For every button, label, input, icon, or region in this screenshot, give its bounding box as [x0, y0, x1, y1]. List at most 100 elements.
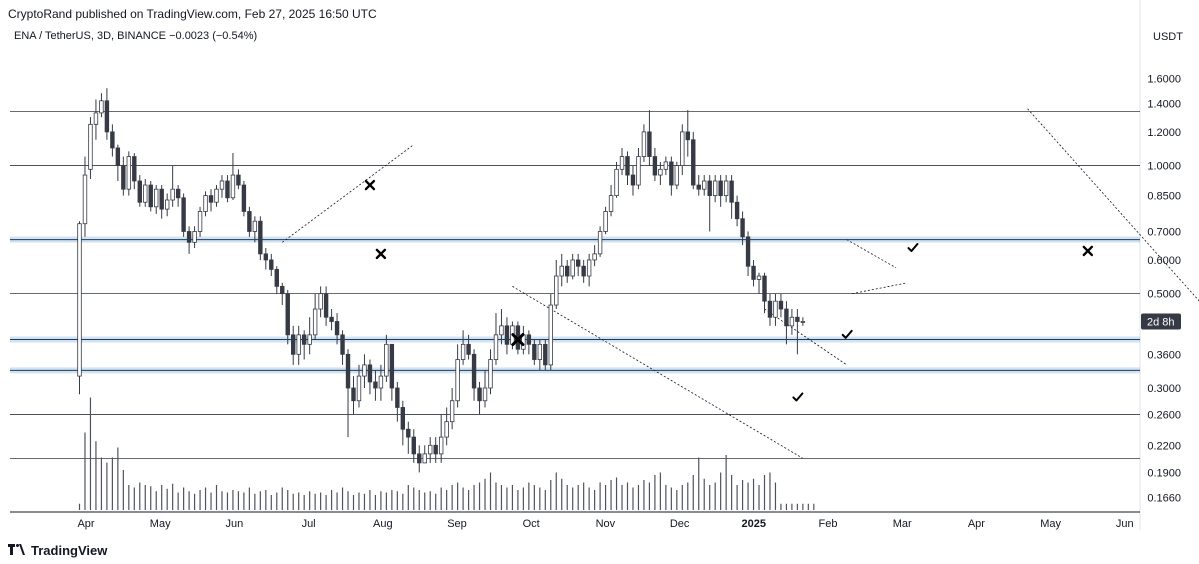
- candle-body: [712, 180, 718, 197]
- candle-body: [132, 156, 137, 182]
- month-tick-label: May: [1040, 518, 1061, 530]
- candle-body: [280, 285, 285, 295]
- candle-body: [734, 201, 740, 220]
- month-tick-label: Jul: [302, 518, 316, 530]
- candle-body: [143, 184, 148, 203]
- candle-body: [702, 180, 707, 190]
- candle-body: [225, 180, 230, 199]
- symbol-name: ENA / TetherUS, 3D, BINANCE: [14, 30, 167, 42]
- candle-body: [417, 453, 422, 464]
- candle-body: [323, 293, 329, 318]
- candle-body: [400, 407, 406, 430]
- candle-body: [181, 197, 186, 232]
- candle-body: [340, 334, 345, 355]
- candle-body: [99, 100, 104, 114]
- candle-body: [269, 259, 274, 270]
- candle-body: [652, 156, 658, 176]
- candle-body: [301, 334, 307, 345]
- check-marker: [907, 243, 919, 253]
- candle-body: [641, 131, 647, 157]
- candle-body: [356, 375, 362, 402]
- candle-body: [526, 334, 532, 345]
- candle-body: [367, 364, 373, 383]
- check-marker: [841, 329, 853, 339]
- candle-body: [663, 161, 669, 170]
- candle-body: [636, 156, 641, 186]
- candle-body: [148, 184, 153, 208]
- candle-body: [789, 316, 795, 327]
- price-badge: [1141, 313, 1181, 330]
- candle-body: [362, 364, 367, 377]
- candle-body: [307, 334, 312, 345]
- candle-body: [137, 180, 142, 203]
- price-tick-label: 1.0000: [1147, 161, 1181, 173]
- candle-body: [619, 156, 625, 170]
- candle-body: [537, 343, 543, 360]
- month-tick-label: Dec: [670, 518, 690, 530]
- candle-body: [214, 188, 219, 203]
- candle-body: [504, 325, 510, 345]
- candle-body: [334, 321, 340, 336]
- candle-body: [208, 195, 214, 203]
- candle-body: [691, 139, 696, 186]
- candle-body: [104, 100, 110, 133]
- trendline-0: [282, 144, 415, 243]
- candle-body: [88, 123, 93, 170]
- candle-body: [581, 265, 586, 277]
- candle-body: [532, 343, 537, 360]
- candle-body: [548, 304, 553, 366]
- candle-body: [466, 343, 471, 355]
- price-tick-label: 0.3600: [1147, 349, 1181, 361]
- candle-body: [756, 275, 762, 280]
- candle-body: [384, 343, 389, 377]
- candle-body: [115, 147, 121, 166]
- candle-body: [345, 353, 351, 389]
- price-tick-label: 1.2000: [1147, 127, 1181, 139]
- candle-body: [471, 353, 477, 389]
- candle-body: [318, 293, 323, 310]
- candle-body: [762, 275, 767, 302]
- candle-body: [543, 343, 548, 366]
- candle-body: [592, 253, 597, 261]
- month-tick-label: Apr: [968, 518, 985, 530]
- candle-body: [170, 188, 175, 201]
- candle-body: [121, 165, 126, 190]
- candle-body: [449, 400, 455, 423]
- candle-body: [729, 180, 734, 203]
- candle-body: [488, 359, 493, 389]
- candle-body: [707, 180, 712, 197]
- candle-body: [197, 211, 203, 232]
- month-tick-label: Nov: [596, 518, 616, 530]
- price-tick-label: 1.6000: [1147, 74, 1181, 86]
- month-tick-label: Jun: [226, 518, 244, 530]
- candle-body: [482, 387, 488, 402]
- candle-body: [154, 188, 159, 208]
- candle-body: [614, 168, 619, 197]
- candle-body: [126, 156, 132, 190]
- trendline-1: [512, 286, 804, 459]
- candle-body: [444, 421, 449, 438]
- candle-body: [406, 428, 411, 438]
- candle-body: [438, 436, 444, 455]
- candle-body: [680, 131, 685, 166]
- price-tick-label: 0.3000: [1147, 383, 1181, 395]
- candle-body: [247, 211, 252, 232]
- candle-body: [230, 174, 236, 199]
- footer-brand: TradingView: [31, 542, 108, 558]
- month-tick-label: Sep: [447, 518, 467, 530]
- candle-body: [586, 259, 592, 277]
- month-tick-label: Feb: [819, 518, 838, 530]
- x-marker: [1082, 245, 1094, 257]
- candle-body: [493, 334, 499, 360]
- price-tick-label: 0.2600: [1147, 409, 1181, 421]
- month-tick-label: Aug: [373, 518, 393, 530]
- candle-body: [559, 265, 564, 277]
- candle-body: [723, 180, 729, 197]
- candle-body: [795, 316, 800, 322]
- price-unit: USDT: [1153, 31, 1183, 43]
- symbol-info: ENA / TetherUS, 3D, BINANCE −0.0023 (−0.…: [14, 30, 257, 42]
- candle-body: [203, 195, 208, 212]
- candle-body: [745, 236, 751, 267]
- candle-body: [241, 184, 247, 212]
